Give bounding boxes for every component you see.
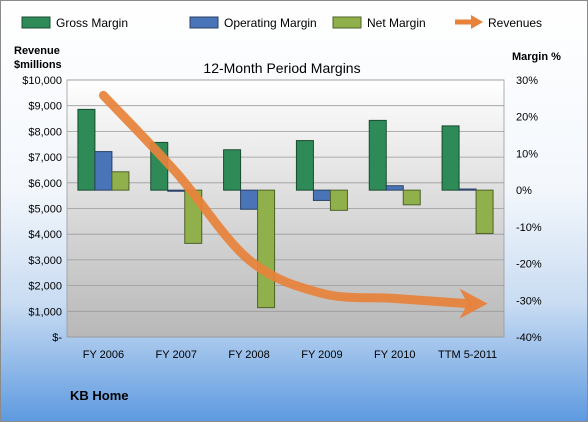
bar-gross-margin bbox=[368, 119, 387, 191]
legend-swatch bbox=[21, 16, 51, 29]
gridlines bbox=[67, 79, 504, 338]
legend-swatch bbox=[189, 16, 219, 29]
revenue-arrowhead bbox=[459, 288, 488, 319]
legend-arrow bbox=[471, 15, 483, 29]
chart-title: 12-Month Period Margins bbox=[203, 60, 360, 76]
left-tick-label: $2,000 bbox=[28, 281, 62, 293]
category-axis: FY 2006 FY 2007 FY 2008 FY 2009 FY 2010 TTM 5… bbox=[83, 349, 497, 361]
right-tick-label: 0% bbox=[516, 185, 532, 197]
legend-label: Revenues bbox=[488, 16, 542, 30]
left-tick-label: $3,000 bbox=[28, 255, 62, 267]
bar-gross-margin bbox=[223, 149, 242, 191]
left-tick-label: $10,000 bbox=[22, 75, 62, 87]
left-tick-label: $- bbox=[52, 332, 62, 344]
bar-net-margin bbox=[329, 189, 348, 211]
right-tick-label: -30% bbox=[516, 295, 542, 307]
company-label: KB Home bbox=[70, 388, 129, 403]
bar-operating-margin bbox=[94, 151, 113, 191]
bar-net-margin bbox=[475, 189, 494, 234]
bar-gross-margin bbox=[77, 108, 96, 191]
left-tick-label: $6,000 bbox=[28, 178, 62, 190]
category-label: FY 2007 bbox=[156, 349, 197, 361]
category-label: FY 2008 bbox=[228, 349, 269, 361]
right-tick-label: 10% bbox=[516, 148, 538, 160]
legend-label: Operating Margin bbox=[224, 16, 317, 30]
bar-operating-margin bbox=[312, 189, 331, 201]
bar-operating-margin bbox=[240, 189, 259, 210]
revenue-trend-line bbox=[98, 90, 473, 309]
bar-gross-margin bbox=[295, 140, 314, 191]
left-tick-label: $7,000 bbox=[28, 152, 62, 164]
left-tick-label: $5,000 bbox=[28, 204, 62, 216]
right-tick-label: -40% bbox=[516, 332, 542, 344]
left-axis-title-line2: $millions bbox=[14, 59, 62, 71]
left-tick-label: $4,000 bbox=[28, 229, 62, 241]
left-tick-label: $1,000 bbox=[28, 306, 62, 318]
left-tick-label: $9,000 bbox=[28, 101, 62, 113]
left-axis: $- $1,000 $2,000 $3,000 $4,000 $5,000 $6,000 $7… bbox=[22, 75, 62, 344]
bar-operating-margin bbox=[458, 188, 477, 191]
bar-gross-margin bbox=[441, 125, 460, 191]
bar-operating-margin bbox=[385, 185, 404, 191]
bar-operating-margin bbox=[167, 189, 186, 192]
left-axis-title-line1: Revenue bbox=[14, 45, 60, 57]
legend-label: Gross Margin bbox=[56, 16, 128, 30]
bar-net-margin bbox=[111, 171, 130, 191]
bar-net-margin bbox=[257, 189, 276, 309]
legend-swatch bbox=[332, 16, 362, 29]
left-tick-label: $8,000 bbox=[28, 126, 62, 138]
legend: Gross Margin Operating Margin Net Margin Re… bbox=[21, 15, 542, 30]
category-label: FY 2006 bbox=[83, 349, 124, 361]
category-label: FY 2010 bbox=[374, 349, 415, 361]
category-label: FY 2009 bbox=[301, 349, 342, 361]
right-tick-label: -10% bbox=[516, 222, 542, 234]
right-tick-label: -20% bbox=[516, 259, 542, 271]
legend-label: Net Margin bbox=[367, 16, 426, 30]
bar-net-margin bbox=[402, 189, 421, 206]
category-label: TTM 5-2011 bbox=[438, 349, 497, 361]
revenue-trend bbox=[98, 90, 488, 319]
right-axis-title: Margin % bbox=[512, 51, 561, 63]
right-tick-label: 30% bbox=[516, 75, 538, 87]
right-axis: -40% -30% -20% -10% 0% 10% 20% 30% bbox=[516, 75, 542, 344]
right-tick-label: 20% bbox=[516, 112, 538, 124]
